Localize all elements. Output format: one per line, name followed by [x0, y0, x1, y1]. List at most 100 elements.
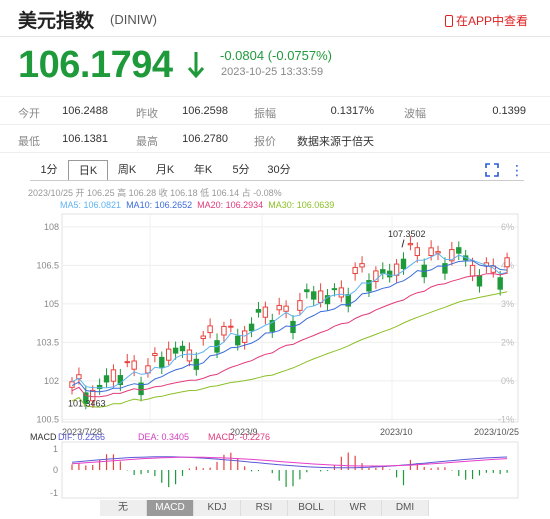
candle-body: [131, 360, 137, 370]
x-tick-label: 2023/9: [230, 427, 258, 437]
chart-frame: [61, 213, 519, 423]
page-title: 美元指数: [18, 11, 95, 32]
ohlc-info: 2023/10/25 开 106.25 高 106.28 收 106.18 低 …: [28, 188, 282, 198]
indicator-tabs: 无 MACD KDJ RSI BOLL WR DMI: [100, 500, 429, 516]
candle-body: [124, 361, 130, 364]
stat-label: 昨收: [136, 108, 158, 120]
candle-body: [400, 258, 407, 270]
tab-underline: [30, 180, 524, 181]
tab-6[interactable]: 30分: [267, 164, 291, 176]
indicator-tab-2[interactable]: KDJ: [194, 500, 241, 516]
ma30-label: MA30: 106.0639: [268, 200, 335, 210]
stat-label: 最高: [136, 136, 158, 148]
candle-body: [366, 280, 372, 292]
candle-body: [435, 251, 441, 254]
stat-label: 振幅: [254, 108, 276, 120]
period-tabs: 1分 日K 周K 月K 年K 5分 30分: [30, 160, 298, 181]
macd-title: MACD: [30, 432, 57, 442]
candle-body: [117, 375, 124, 386]
indicator-tab-1[interactable]: MACD: [147, 500, 194, 516]
candle-body: [414, 247, 421, 256]
down-arrow-icon: [187, 52, 205, 79]
candle-body: [476, 275, 483, 287]
ma-legend: MA5: 106.0821 MA10: 106.2652 MA20: 106.2…: [60, 200, 334, 210]
macd-dea: DEA: 0.3405: [138, 432, 189, 442]
pct-tick-label: 3%: [501, 299, 514, 309]
candle-body: [228, 325, 234, 328]
candle-body: [311, 291, 317, 300]
more-icon[interactable]: ⋮: [510, 162, 524, 178]
candle-body: [200, 335, 206, 340]
candle-body: [269, 319, 275, 332]
candle-body: [179, 345, 186, 352]
tab-3[interactable]: 月K: [155, 164, 175, 176]
current-price: 106.1794: [18, 44, 173, 86]
indicator-tab-3[interactable]: RSI: [241, 500, 288, 516]
candle-body: [248, 323, 255, 332]
symbol-code: (DINIW): [110, 12, 157, 27]
stats-divider: [0, 152, 550, 154]
low-price-label: 101.3463: [68, 399, 106, 409]
indicator-tab-5[interactable]: WR: [335, 500, 382, 516]
stats-row: 今开 106.2488 昨收 106.2598 振幅 0.1317% 波幅 0.1399: [0, 96, 550, 125]
stat-value: 数据来源于倍天: [297, 136, 374, 148]
ma5-line: [71, 252, 508, 389]
tab-0[interactable]: 1分: [40, 164, 58, 176]
open-in-app-label: 在APP中查看: [455, 14, 528, 28]
fullscreen-icon[interactable]: [485, 163, 499, 177]
candle-body: [207, 325, 213, 334]
candle-body: [449, 249, 455, 262]
ma10-label: MA10: 106.2652: [126, 200, 193, 210]
quote-time: 2023-10-25 13:33:59: [221, 66, 324, 78]
tab-4[interactable]: 年K: [193, 164, 213, 176]
candle-body: [490, 265, 496, 273]
candle-body: [373, 270, 379, 283]
candle-body: [338, 287, 345, 298]
y-tick-label: 105: [44, 299, 59, 309]
pct-tick-label: -1%: [498, 414, 514, 424]
candle-body: [504, 257, 510, 268]
tab-2[interactable]: 周K: [117, 164, 137, 176]
candle-body: [159, 356, 165, 368]
kline-chart[interactable]: 1086%106.54%1053%103.52%1020%100.5-1%107…: [0, 210, 550, 500]
candle-body: [110, 369, 117, 382]
stat-value: 106.2780: [182, 133, 228, 145]
y-tick-label: 106.5: [36, 260, 59, 270]
high-price-label: 107.3502: [388, 229, 426, 239]
candle-body: [276, 304, 282, 311]
high-marker: [401, 239, 405, 248]
candle-body: [352, 266, 358, 275]
x-tick-label: 2023/7/28: [62, 427, 102, 437]
y-tick-label: 100.5: [36, 414, 59, 424]
y-tick-label: 108: [44, 222, 59, 232]
candle-body: [96, 384, 103, 390]
ma20-label: MA20: 106.2934: [197, 200, 264, 210]
candle-body: [469, 264, 476, 277]
indicator-tab-4[interactable]: BOLL: [288, 500, 335, 516]
candle-body: [442, 263, 448, 274]
y-tick-label: 103.5: [36, 337, 59, 347]
indicator-tab-6[interactable]: DMI: [382, 500, 429, 516]
candle-body: [83, 392, 89, 405]
candle-body: [497, 277, 503, 290]
stat-value: 0.1317%: [330, 105, 374, 117]
ma5-label: MA5: 106.0821: [60, 200, 122, 210]
candle-body: [138, 382, 144, 396]
tab-1[interactable]: 日K: [68, 160, 108, 181]
indicator-tab-0[interactable]: 无: [100, 500, 147, 516]
pct-tick-label: 2%: [501, 337, 514, 347]
candle-body: [90, 389, 96, 402]
price-change: -0.0804 (-0.0757%): [220, 48, 333, 63]
stat-label: 波幅: [404, 108, 426, 120]
candle-body: [456, 247, 462, 254]
candle-body: [304, 289, 310, 293]
stat-value: 106.1381: [62, 133, 108, 145]
ma20-line: [71, 272, 508, 398]
open-in-app-link[interactable]: 在APP中查看: [444, 12, 528, 29]
y-tick-label: 102: [44, 376, 59, 386]
ma30-line: [71, 291, 508, 408]
tab-5[interactable]: 5分: [232, 164, 250, 176]
stat-value: 106.2488: [62, 105, 108, 117]
candle-body: [172, 347, 179, 354]
phone-icon: [444, 14, 453, 27]
